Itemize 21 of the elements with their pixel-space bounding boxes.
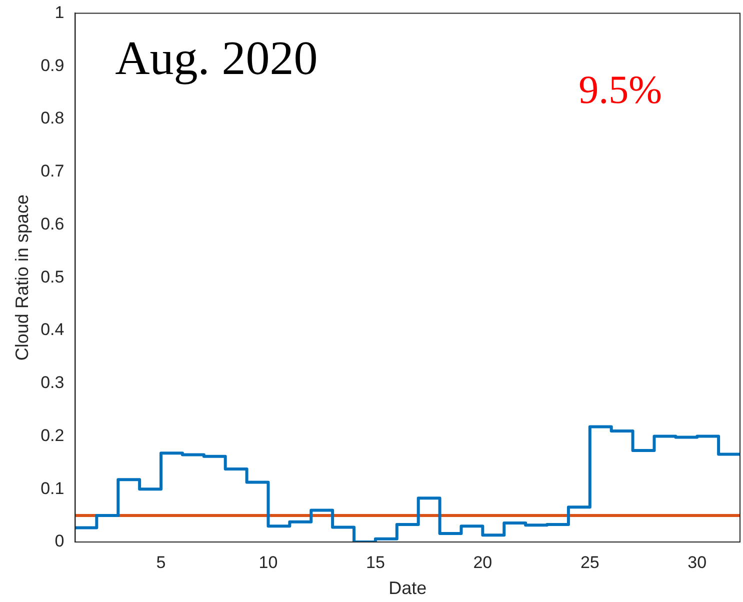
y-tick-label: 0.2 — [40, 426, 64, 445]
y-tick-label: 0.4 — [40, 320, 64, 340]
y-tick-label: 1 — [54, 2, 64, 22]
annotation: Aug. 2020 — [115, 32, 318, 86]
x-tick-label: 25 — [580, 552, 600, 572]
x-tick-label: 20 — [473, 552, 492, 572]
y-tick-label: 0.6 — [40, 214, 64, 234]
y-tick-label: 0 — [54, 532, 64, 551]
y-tick-label: 0.5 — [40, 267, 64, 286]
y-tick-label: 0.3 — [40, 373, 64, 392]
y-axis-title: Cloud Ratio in space — [12, 194, 32, 361]
y-tick-label: 0.9 — [40, 56, 64, 75]
annotation: 9.5% — [578, 67, 662, 112]
x-axis-title: Date — [388, 578, 427, 598]
x-tick-label: 5 — [156, 552, 166, 572]
y-tick-label: 0.7 — [40, 162, 64, 181]
y-tick-label: 0.1 — [40, 478, 64, 498]
x-tick-label: 15 — [366, 552, 385, 572]
y-tick-label: 0.8 — [40, 108, 64, 128]
x-tick-label: 30 — [688, 552, 707, 572]
x-tick-label: 10 — [258, 552, 278, 572]
